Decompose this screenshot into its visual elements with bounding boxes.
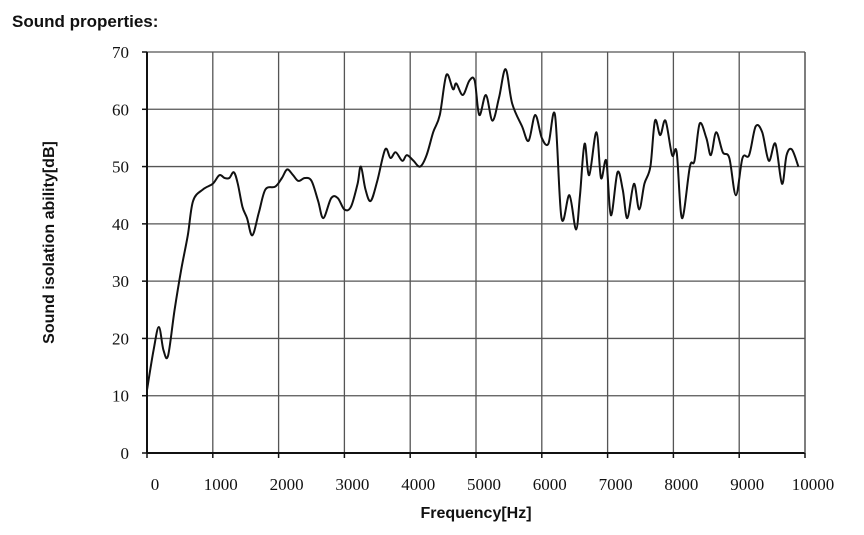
y-tick-label: 10	[112, 387, 129, 406]
x-tick-label: 8000	[664, 475, 698, 494]
x-tick-label: 9000	[730, 475, 764, 494]
x-tick-label: 3000	[335, 475, 369, 494]
y-tick-label: 0	[121, 444, 130, 463]
x-tick-label: 6000	[533, 475, 567, 494]
x-tick-label: 4000	[401, 475, 435, 494]
section-header: Sound properties:	[12, 12, 159, 31]
y-tick-label: 70	[112, 43, 129, 62]
y-tick-label: 40	[112, 215, 129, 234]
y-tick-label: 20	[112, 329, 129, 348]
y-tick-label: 30	[112, 272, 129, 291]
x-axis-label: Frequency[Hz]	[420, 505, 531, 522]
y-tick-label: 50	[112, 158, 129, 177]
x-tick-label: 10000	[792, 475, 835, 494]
x-tick-label: 2000	[270, 475, 304, 494]
series-line	[146, 68, 800, 391]
x-tick-label: 7000	[599, 475, 633, 494]
x-tick-labels: 0 1000 2000 3000 4000 5000 6000 7000 8000 9000 100…	[146, 453, 835, 494]
y-tick-labels: 0 10 20 30 40 50 60 70	[112, 43, 147, 463]
y-tick-label: 60	[112, 100, 129, 119]
grid-lines	[147, 51, 806, 453]
x-tick-label: 0	[151, 475, 160, 494]
y-axis-label: Sound isolation ability[dB]	[41, 141, 58, 344]
x-tick-label: 5000	[467, 475, 501, 494]
x-tick-label: 1000	[204, 475, 238, 494]
